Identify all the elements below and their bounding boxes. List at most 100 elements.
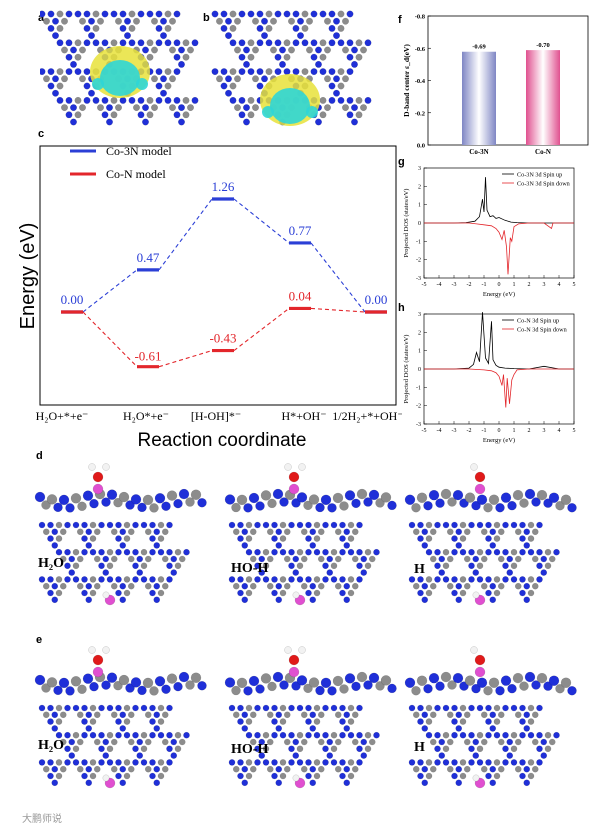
carbon-atom	[364, 745, 372, 753]
carbon-atom	[164, 82, 172, 90]
nitrogen-atom	[166, 731, 173, 739]
carbon-atom	[527, 772, 535, 780]
carbon-atom	[187, 104, 194, 112]
nitrogen-atom	[256, 10, 264, 18]
nitrogen-atom	[373, 731, 380, 739]
nitrogen-atom	[65, 111, 73, 119]
nitrogen-atom	[191, 39, 199, 47]
nitrogen-atom	[115, 759, 122, 766]
carbon-atom	[161, 528, 169, 536]
nitrogen-atom	[98, 731, 105, 739]
nitrogen-atom	[296, 759, 304, 766]
carbon-atom	[351, 582, 359, 590]
nitrogen-atom	[322, 548, 329, 556]
carbon-atom	[110, 711, 118, 719]
carbon-atom	[497, 528, 505, 536]
carbon-atom	[347, 759, 355, 766]
nitrogen-atom	[47, 82, 55, 90]
carbon-atom	[463, 582, 471, 590]
carbon-atom	[308, 494, 320, 505]
bar	[526, 50, 560, 145]
nitrogen-atom	[523, 596, 531, 604]
carbon-atom	[229, 10, 237, 18]
nitrogen-atom	[493, 731, 501, 739]
carbon-atom	[493, 704, 501, 712]
nitrogen-atom	[142, 118, 149, 126]
nitrogen-atom	[149, 576, 156, 583]
y-axis-label: Projected DOS (states/eV)	[403, 189, 410, 258]
carbon-atom	[317, 711, 325, 719]
nitrogen-atom	[434, 562, 441, 570]
nitrogen-atom	[65, 10, 73, 18]
nitrogen-atom	[468, 576, 475, 583]
nitrogen-atom	[85, 779, 93, 787]
nitrogen-atom	[164, 39, 172, 47]
nitrogen-atom	[34, 491, 46, 503]
carbon-atom	[300, 582, 308, 590]
nitrogen-atom	[83, 82, 91, 90]
carbon-atom	[313, 521, 321, 529]
nitrogen-atom	[225, 17, 232, 25]
nitrogen-atom	[262, 759, 270, 766]
carbon-atom	[334, 738, 342, 746]
x-tick-label: 0	[498, 282, 501, 288]
nitrogen-atom	[38, 576, 46, 583]
lattice-atom	[339, 501, 349, 511]
y-axis-label: D-band center ε_d(eV)	[402, 44, 411, 117]
carbon-atom	[493, 521, 501, 529]
x-tick-label: -1	[482, 428, 487, 434]
carbon-atom	[169, 75, 176, 83]
lattice-atom	[315, 685, 325, 696]
nitrogen-atom	[322, 759, 329, 766]
nitrogen-atom	[85, 711, 93, 719]
carbon-atom	[110, 528, 118, 536]
legend-label-con: Co-N model	[106, 167, 166, 181]
carbon-atom	[351, 528, 359, 536]
nitrogen-atom	[472, 555, 480, 563]
nitrogen-atom	[70, 60, 77, 68]
lattice-atom	[363, 680, 373, 690]
nitrogen-atom	[292, 569, 300, 576]
lattice-atom	[339, 684, 349, 694]
nitrogen-atom	[153, 528, 161, 536]
nitrogen-atom	[81, 589, 88, 597]
nitrogen-atom	[155, 82, 163, 90]
lattice-atom	[495, 686, 505, 696]
y-tick-label: 0.0	[417, 143, 425, 150]
nitrogen-atom	[428, 672, 440, 684]
carbon-atom	[440, 488, 452, 500]
y-axis-label: Energy (eV)	[18, 223, 39, 330]
nitrogen-atom	[502, 576, 509, 583]
nitrogen-atom	[485, 521, 492, 529]
nitrogen-atom	[102, 738, 110, 746]
nitrogen-atom	[292, 39, 300, 47]
nitrogen-atom	[81, 704, 88, 712]
nitrogen-atom	[102, 569, 110, 576]
carbon-atom	[480, 765, 488, 773]
nitrogen-atom	[523, 528, 531, 536]
nitrogen-atom	[326, 555, 334, 563]
nitrogen-atom	[155, 24, 163, 32]
carbon-atom	[279, 759, 287, 766]
carbon-atom	[93, 738, 101, 746]
carbon-atom	[279, 718, 287, 725]
carbon-atom	[59, 711, 67, 719]
panel-label-e: e	[36, 634, 43, 646]
nitrogen-atom	[47, 24, 55, 32]
carbon-atom	[313, 759, 321, 766]
carbon-atom	[480, 711, 488, 719]
carbon-atom	[118, 491, 130, 503]
nitrogen-atom	[52, 17, 59, 25]
nitrogen-atom	[434, 759, 441, 766]
carbon-atom	[123, 704, 131, 712]
carbon-atom	[142, 677, 154, 689]
nitrogen-atom	[64, 745, 71, 753]
nitrogen-atom	[356, 704, 363, 712]
carbon-atom	[97, 17, 104, 25]
lattice-atom	[507, 500, 517, 511]
carbon-atom	[232, 765, 240, 773]
carbon-atom	[283, 53, 291, 61]
x-tick-label: 4	[558, 282, 561, 288]
carbon-atom	[76, 582, 84, 590]
nitrogen-atom	[155, 39, 163, 47]
